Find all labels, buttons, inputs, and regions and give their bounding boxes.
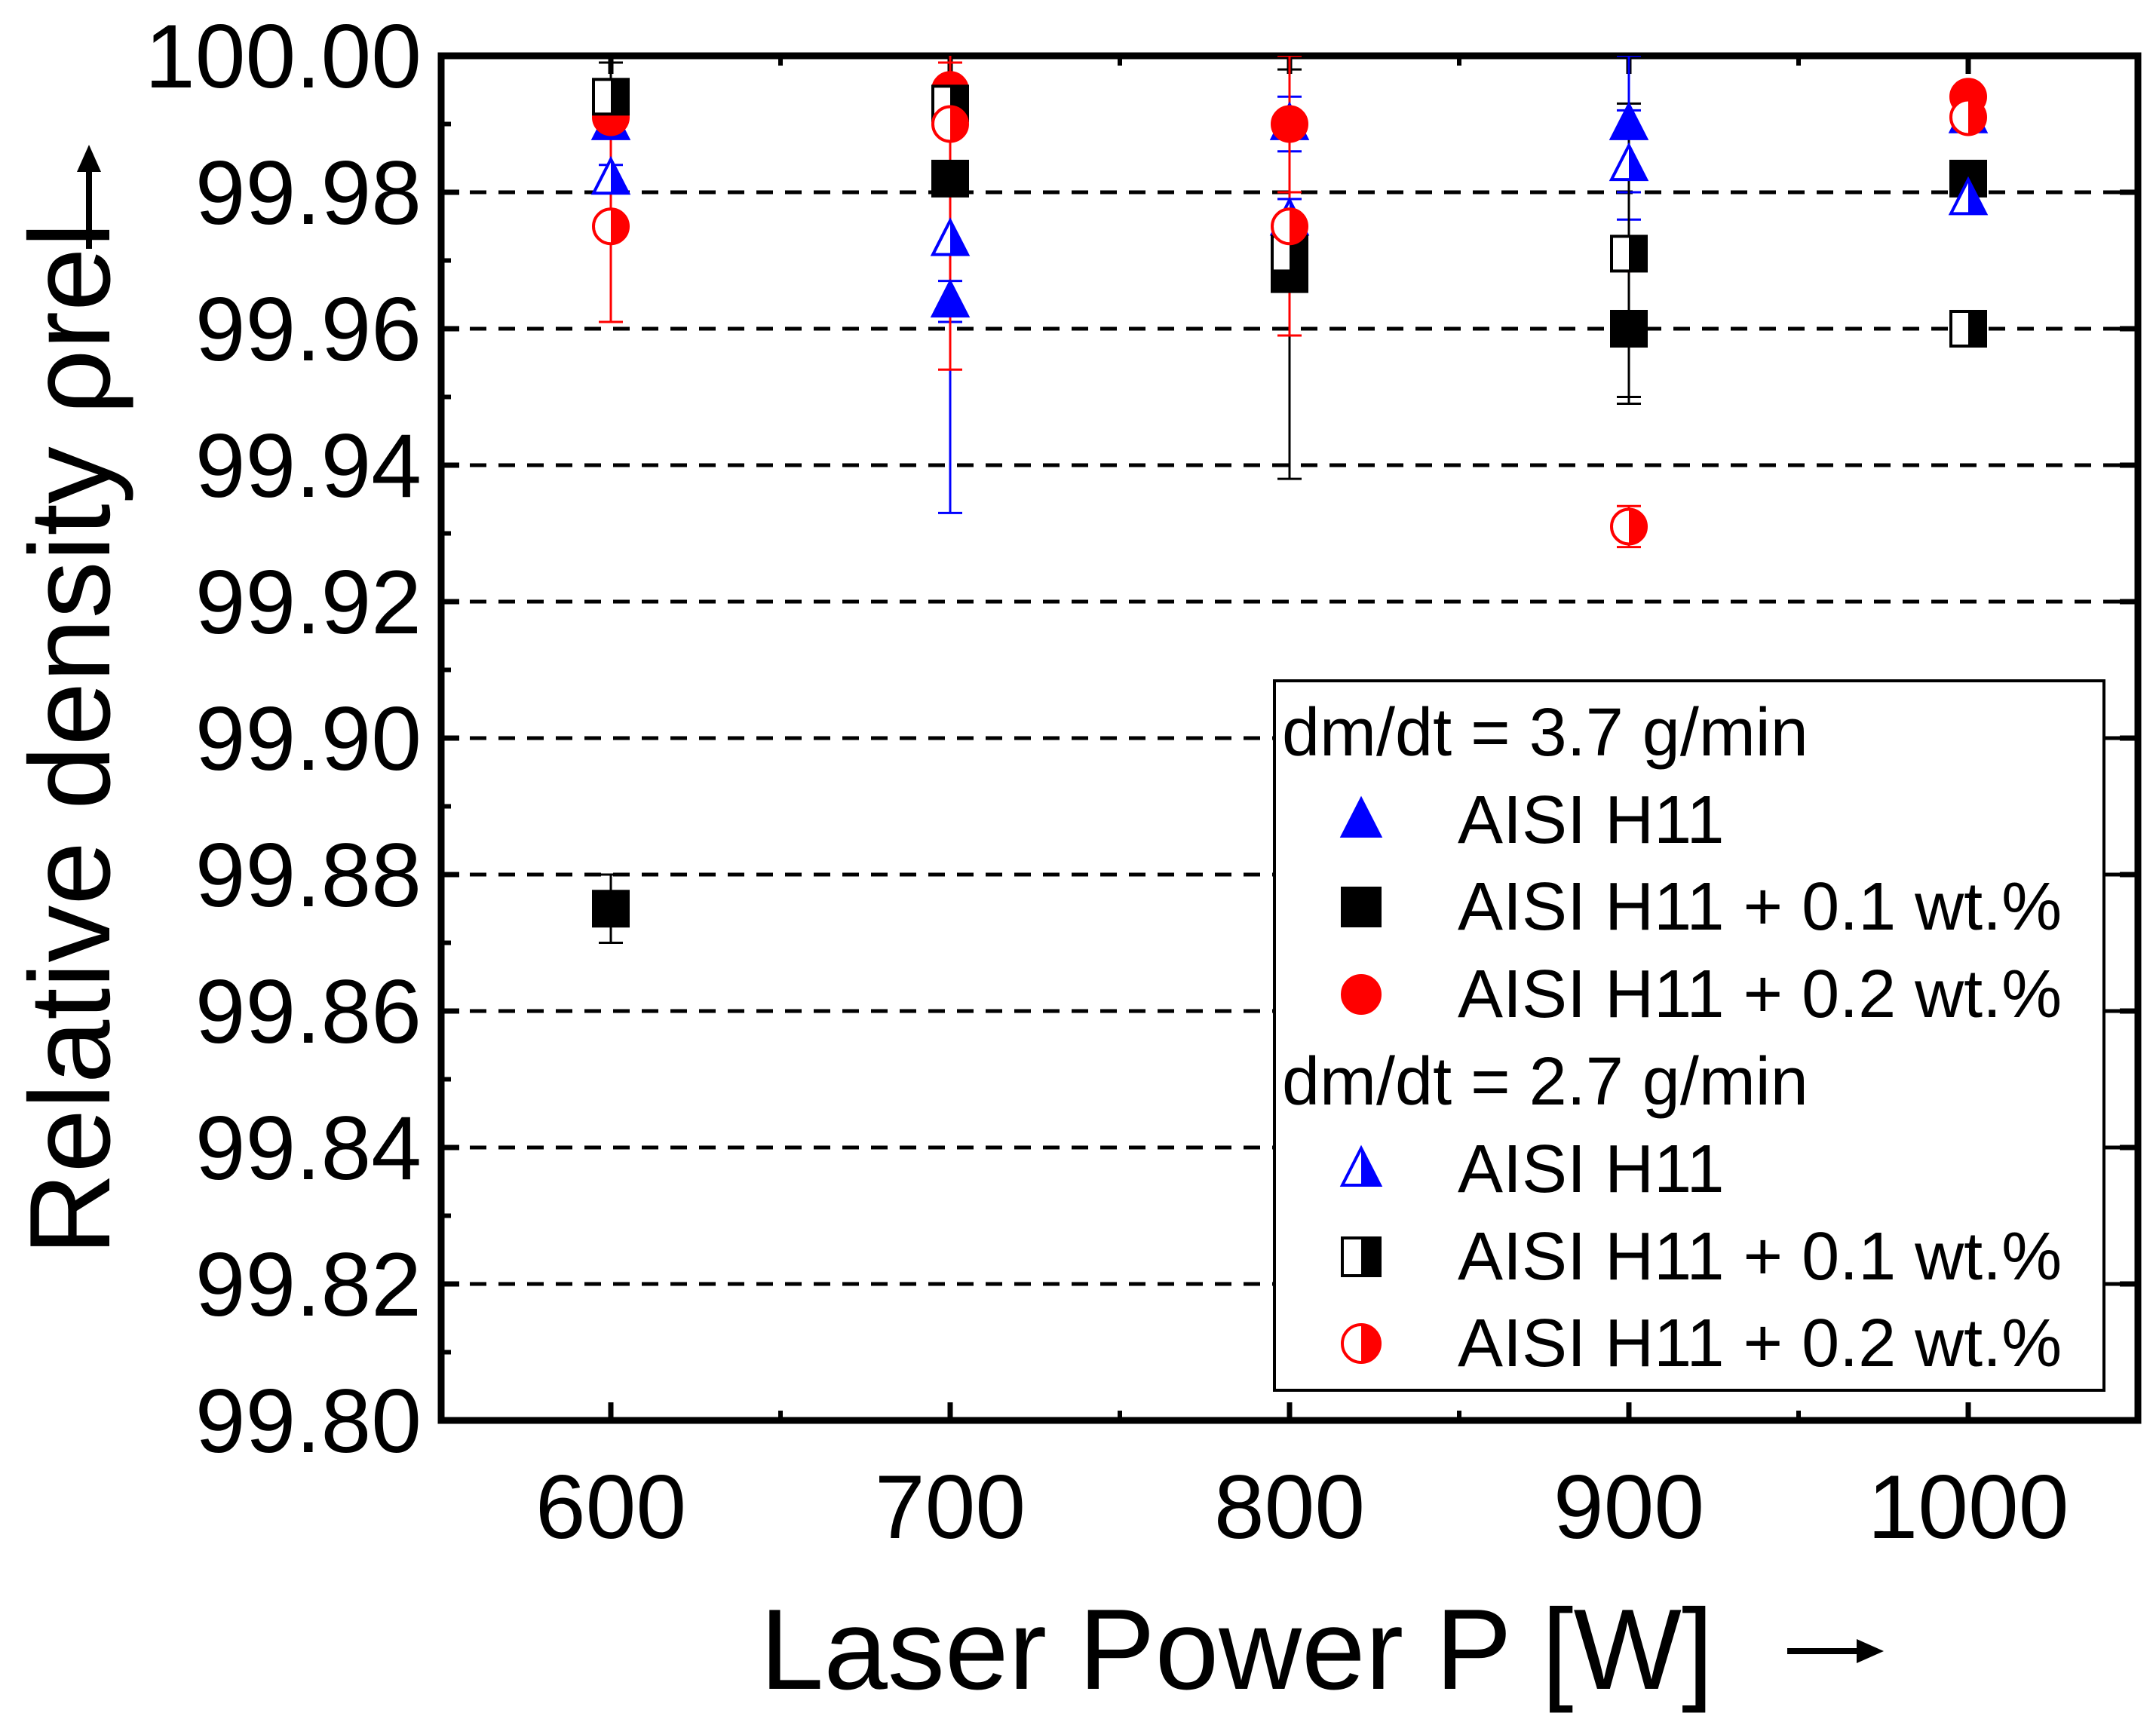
legend-label-h11-02-27: AISI H11 + 0.2 wt.% — [1458, 1306, 2062, 1381]
y-tick-label: 99.80 — [195, 1371, 422, 1472]
y-tick-label: 99.92 — [195, 552, 422, 653]
data-point-triangle-half — [1948, 176, 1989, 216]
data-point-circle-half — [1610, 507, 1648, 546]
y-axis-arrow-icon — [77, 145, 101, 249]
data-point-triangle-half — [930, 217, 971, 256]
data-point-circle-full — [1271, 105, 1308, 143]
legend-label-h11-02-37: AISI H11 + 0.2 wt.% — [1458, 957, 2062, 1032]
data-series — [590, 56, 1989, 944]
data-point-square-half — [1610, 234, 1648, 273]
data-point-triangle-half — [1609, 142, 1649, 182]
legend-marker-half-circle — [1341, 1323, 1382, 1364]
y-tick-label: 99.90 — [195, 688, 422, 789]
y-tick-label: 99.88 — [195, 825, 422, 926]
legend: dm/dt = 3.7 g/min AISI H11 AISI H11 + 0.… — [1273, 679, 2105, 1392]
data-point-triangle-full — [930, 278, 971, 318]
legend-box — [1273, 679, 2105, 1392]
data-point-triangle-half — [590, 155, 631, 195]
data-point-circle-half — [931, 105, 969, 143]
data-point-square-full — [1610, 310, 1648, 348]
data-point-triangle-full — [1609, 101, 1649, 140]
legend-marker-full-circle — [1341, 974, 1382, 1015]
legend-label-h11-37: AISI H11 — [1458, 783, 1725, 858]
x-tick-labels: 600 700 800 900 1000 — [535, 1457, 2069, 1558]
x-axis-arrow-icon — [1787, 1639, 1884, 1663]
y-tick-label: 99.94 — [195, 415, 422, 516]
data-point-square-full — [931, 159, 969, 198]
data-point-square-half — [592, 78, 630, 116]
legend-label-h11-27: AISI H11 — [1458, 1132, 1725, 1207]
y-tick-label: 99.84 — [195, 1098, 422, 1199]
legend-marker-half-triangle — [1339, 1144, 1383, 1187]
legend-label-h11-01-37: AISI H11 + 0.1 wt.% — [1458, 869, 2062, 945]
legend-group-title-2: dm/dt = 2.7 g/min — [1282, 1044, 1808, 1120]
y-tick-labels: 99.80 99.82 99.84 99.86 99.88 99.90 99.92 99.94… — [145, 6, 422, 1472]
data-point-square-half — [1949, 310, 1987, 348]
y-axis-title: Relative density ρrel — [6, 222, 134, 1256]
x-tick-label: 900 — [1553, 1457, 1704, 1558]
x-tick-label: 700 — [875, 1457, 1026, 1558]
x-tick-label: 800 — [1214, 1457, 1365, 1558]
y-tick-label: 99.82 — [195, 1234, 422, 1335]
axis-ticks — [439, 53, 2140, 1423]
data-point-circle-half — [1949, 98, 1987, 136]
y-tick-label: 100.00 — [145, 6, 422, 107]
data-point-circle-half — [592, 207, 630, 246]
legend-label-h11-01-27: AISI H11 + 0.1 wt.% — [1458, 1219, 2062, 1295]
legend-marker-half-square — [1341, 1236, 1382, 1277]
y-tick-label: 99.86 — [195, 961, 422, 1062]
y-tick-label: 99.98 — [195, 142, 422, 244]
x-tick-label: 1000 — [1868, 1457, 2069, 1558]
x-tick-label: 600 — [535, 1457, 686, 1558]
data-point-square-full — [592, 890, 630, 928]
legend-marker-full-square — [1341, 887, 1382, 927]
y-tick-label: 99.96 — [195, 279, 422, 380]
legend-marker-full-triangle — [1339, 795, 1383, 838]
data-point-circle-half — [1271, 207, 1308, 246]
x-axis-title: Laser Power P [W] — [760, 1586, 1713, 1714]
legend-group-title-1: dm/dt = 3.7 g/min — [1282, 695, 1808, 771]
